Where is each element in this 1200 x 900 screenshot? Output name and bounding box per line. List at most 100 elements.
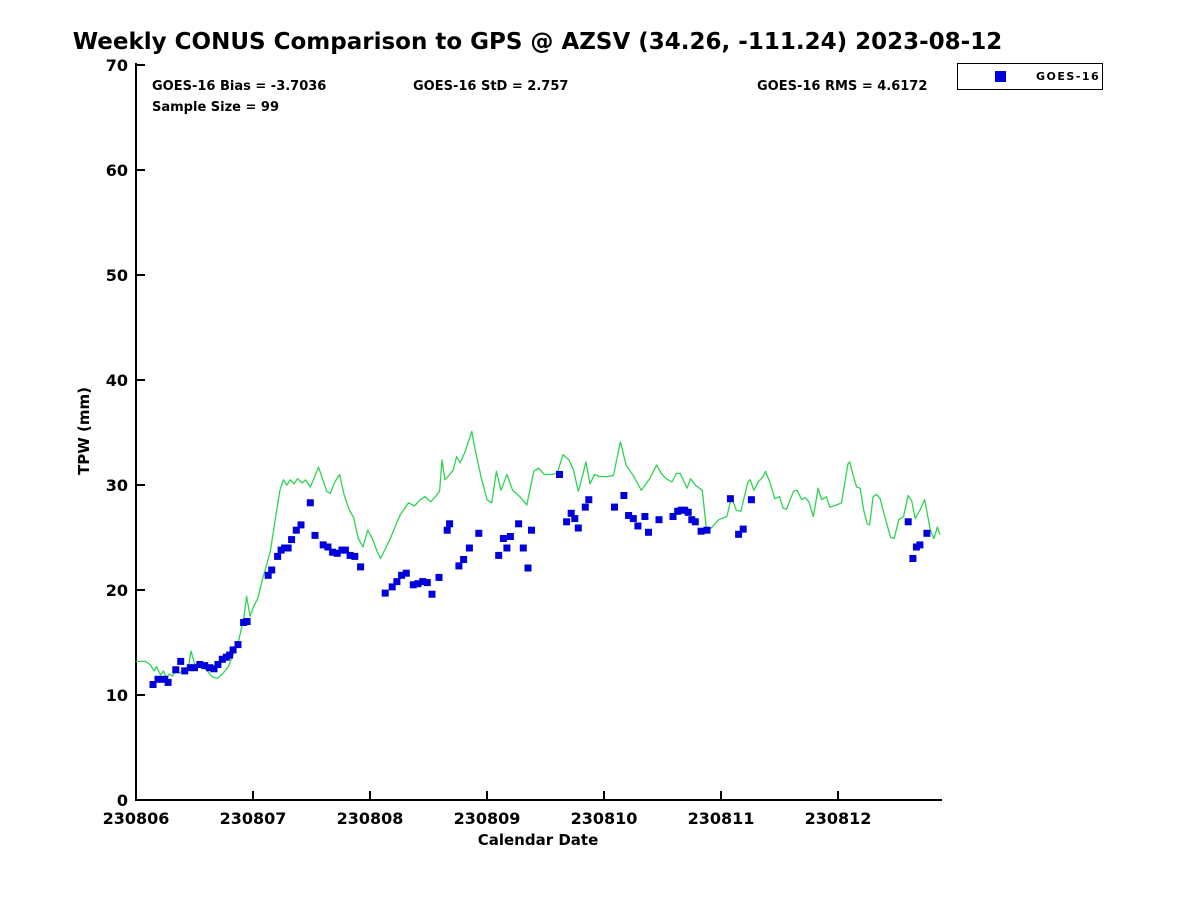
goes16-data-point (904, 518, 912, 526)
chart-title: Weekly CONUS Comparison to GPS @ AZSV (3… (72, 29, 1003, 55)
stat-rms: GOES-16 RMS = 4.6172 (757, 79, 928, 94)
goes16-data-point (191, 664, 198, 672)
goes16-data-point (288, 536, 296, 544)
legend-box: GOES-16 (957, 63, 1103, 90)
goes16-data-point (388, 583, 396, 591)
goes16-data-point (181, 667, 189, 675)
y-tick-label: 10 (106, 686, 128, 705)
goes16-data-point (747, 496, 755, 504)
goes16-square-marker-icon (995, 71, 1006, 82)
goes16-data-point (506, 533, 514, 540)
goes16-data-point (398, 571, 406, 579)
y-tick-label: 70 (106, 56, 128, 75)
goes16-data-point (655, 516, 663, 524)
goes16-data-point (419, 578, 427, 586)
goes16-data-point (214, 661, 222, 668)
goes16-data-point (346, 551, 354, 559)
goes16-data-point (414, 580, 422, 588)
goes16-data-point (393, 578, 401, 586)
goes16-data-point (324, 543, 332, 551)
goes16-data-point (625, 512, 633, 519)
goes16-data-point (268, 566, 276, 574)
goes16-data-point (703, 526, 711, 534)
x-tick-label: 230806 (103, 809, 170, 828)
y-tick-label: 60 (106, 161, 128, 180)
goes16-data-point (284, 544, 292, 552)
legend-label: GOES-16 (1036, 70, 1101, 83)
y-tick-label: 30 (106, 476, 128, 495)
goes16-data-point (154, 675, 162, 683)
x-axis-label: Calendar Date (477, 831, 599, 849)
goes16-data-point (567, 509, 575, 517)
goes16-data-point (274, 552, 282, 560)
x-tick-label: 230808 (337, 809, 404, 828)
goes16-data-point (226, 651, 234, 659)
goes16-data-point (669, 513, 677, 520)
goes16-data-point (620, 492, 628, 499)
goes16-data-point (495, 551, 503, 559)
y-tick-label: 40 (106, 371, 128, 390)
goes16-data-point (645, 528, 652, 536)
goes16-scatter-series (149, 471, 931, 688)
y-axis-label: TPW (mm) (75, 387, 93, 475)
goes16-data-point (571, 515, 579, 523)
goes16-data-point (409, 581, 417, 589)
x-tick-label: 230811 (688, 809, 755, 828)
goes16-data-point (499, 535, 507, 542)
goes16-data-point (446, 520, 454, 528)
goes16-data-point (357, 563, 365, 571)
x-tick-label: 230810 (571, 809, 638, 828)
goes16-data-point (455, 562, 463, 570)
goes16-data-point (428, 590, 436, 598)
y-tick-label: 0 (117, 791, 128, 810)
goes16-data-point (177, 657, 185, 665)
goes16-data-point (503, 544, 511, 552)
goes16-data-point (634, 522, 642, 530)
goes16-data-point (196, 661, 204, 668)
goes16-data-point (297, 521, 305, 529)
goes16-data-point (739, 525, 747, 533)
goes16-data-point (475, 529, 483, 537)
goes16-data-point (629, 515, 637, 523)
goes16-data-point (563, 518, 571, 526)
goes16-data-point (402, 569, 410, 577)
goes16-data-point (697, 527, 705, 535)
goes16-data-point (149, 681, 157, 688)
goes16-data-point (916, 541, 924, 549)
goes16-data-point (186, 664, 194, 672)
goes16-data-point (515, 520, 523, 528)
x-tick-label: 230809 (454, 809, 521, 828)
goes16-data-point (465, 544, 473, 552)
gps-trace-line (135, 430, 941, 679)
goes16-data-point (585, 496, 593, 504)
goes16-data-point (333, 549, 341, 557)
goes16-data-point (528, 526, 535, 534)
stat-bias: GOES-16 Bias = -3.7036 (152, 79, 327, 94)
goes16-data-point (172, 666, 180, 674)
goes16-data-point (292, 526, 300, 534)
goes16-data-point (306, 499, 314, 507)
goes16-data-point (311, 531, 319, 539)
goes16-data-point (574, 524, 582, 532)
goes16-data-point (423, 579, 431, 587)
goes16-data-point (164, 678, 172, 686)
goes16-data-point (684, 508, 692, 516)
y-tick-label: 50 (106, 266, 128, 285)
goes16-data-point (524, 564, 532, 572)
stat-std: GOES-16 StD = 2.757 (413, 79, 569, 94)
goes16-data-point (556, 471, 563, 478)
goes16-data-point (909, 555, 917, 562)
goes16-data-point (691, 518, 699, 526)
goes16-data-point (435, 573, 443, 581)
goes16-data-point (243, 618, 251, 625)
goes16-data-point (381, 589, 389, 597)
goes16-data-point (319, 541, 327, 549)
goes16-data-point (443, 526, 451, 534)
goes16-data-point (641, 513, 649, 520)
goes16-data-point (611, 503, 618, 511)
goes16-data-point (206, 664, 214, 672)
goes16-data-point (735, 530, 743, 538)
goes16-data-point (581, 503, 589, 511)
